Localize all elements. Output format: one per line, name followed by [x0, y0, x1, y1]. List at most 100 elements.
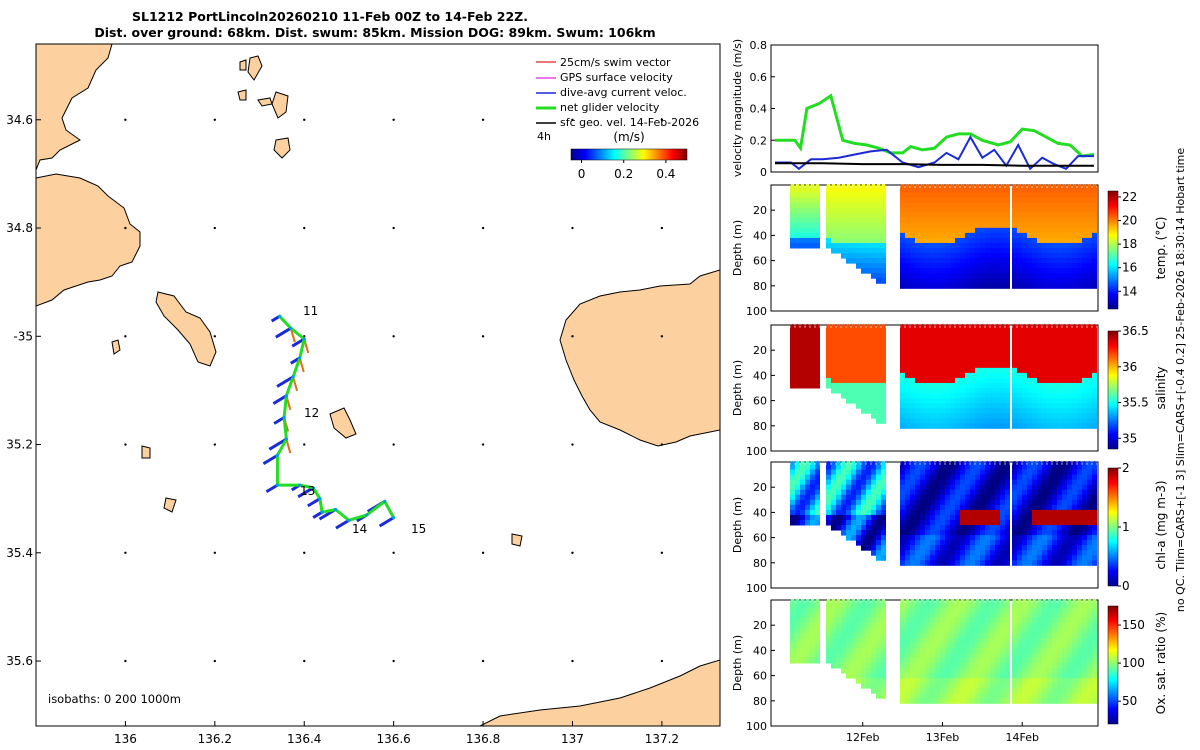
- section-cell: [1012, 413, 1017, 419]
- section-surface-dot: [1072, 461, 1077, 466]
- section-cell: [975, 602, 980, 609]
- section-cell: [1037, 393, 1042, 399]
- section-cell: [970, 258, 975, 264]
- section-cell: [800, 504, 805, 511]
- section-cell: [1092, 678, 1097, 684]
- section-cell: [935, 647, 940, 654]
- section-cell: [1077, 187, 1082, 194]
- section-cell: [826, 657, 831, 664]
- section-cell: [841, 192, 846, 199]
- section-cell: [975, 273, 980, 279]
- section-cell: [1082, 642, 1087, 649]
- section-cell: [866, 227, 871, 234]
- section-cell: [925, 352, 930, 359]
- section-cell: [831, 382, 836, 389]
- section-cell: [1057, 352, 1062, 359]
- section-cell: [1072, 362, 1077, 369]
- section-surface-dot: [1017, 184, 1022, 189]
- section-cell: [955, 237, 960, 244]
- velocity-y-tick-label: 0.4: [750, 103, 768, 116]
- section-cell: [851, 242, 856, 249]
- section-cell: [980, 278, 985, 284]
- section-cell: [940, 612, 945, 619]
- section-surface-dot: [990, 461, 995, 466]
- section-cell: [1077, 642, 1082, 649]
- section-cell: [1022, 327, 1027, 334]
- section-cell: [1087, 227, 1092, 234]
- section-cell: [1037, 202, 1042, 209]
- section-cell: [881, 197, 886, 204]
- section-surface-dot: [1057, 184, 1062, 189]
- section-cell: [975, 207, 980, 214]
- section-cell: [950, 525, 955, 531]
- section-cell: [965, 258, 970, 264]
- section-y-tick-label: 20: [753, 481, 767, 494]
- section-cell: [1042, 187, 1047, 194]
- section-cell: [960, 278, 965, 284]
- section-surface-dot: [945, 461, 950, 466]
- section-cell: [876, 663, 881, 669]
- section-cell: [995, 545, 1000, 551]
- section-cell: [990, 382, 995, 389]
- section-cell: [1082, 693, 1087, 699]
- section-cell: [790, 607, 795, 614]
- section-cell: [815, 612, 820, 619]
- section-cell: [1022, 519, 1027, 526]
- section-cell: [1087, 222, 1092, 229]
- section-cell: [1062, 187, 1067, 194]
- section-cell: [1012, 398, 1017, 404]
- section-cell: [940, 222, 945, 229]
- section-colorbar-tick-label: 100: [1122, 656, 1145, 670]
- section-cell: [1057, 617, 1062, 624]
- section-cell: [985, 683, 990, 689]
- section-cell: [836, 514, 841, 521]
- section-cell: [940, 668, 945, 674]
- section-cell: [1042, 337, 1047, 344]
- section-cell: [1052, 673, 1057, 679]
- section-cell: [920, 248, 925, 254]
- section-cell: [1082, 489, 1087, 496]
- section-cell: [1022, 263, 1027, 269]
- section-cell: [1012, 663, 1017, 669]
- section-cell: [945, 540, 950, 546]
- section-cell: [805, 479, 810, 486]
- section-cell: [836, 382, 841, 389]
- section-cell: [925, 388, 930, 394]
- section-cell: [940, 327, 945, 334]
- land-kangaroo-island: [479, 659, 720, 726]
- section-cell: [861, 612, 866, 619]
- section-cell: [960, 337, 965, 344]
- section-cell: [980, 678, 985, 684]
- section-cell: [1077, 535, 1082, 541]
- section-cell: [1022, 632, 1027, 639]
- section-cell: [871, 602, 876, 609]
- section-cell: [800, 347, 805, 354]
- section-cell: [950, 347, 955, 354]
- section-cell: [1022, 242, 1027, 249]
- section-cell: [846, 212, 851, 219]
- section-cell: [871, 663, 876, 669]
- section-cell: [1000, 212, 1005, 219]
- section-cell: [985, 540, 990, 546]
- section-cell: [975, 403, 980, 409]
- section-cell: [905, 632, 910, 639]
- section-cell: [980, 550, 985, 556]
- section-cell: [995, 382, 1000, 389]
- section-cell: [1077, 514, 1082, 521]
- section-cell: [1077, 499, 1082, 506]
- grid-dot: [392, 443, 395, 446]
- section-cell: [905, 413, 910, 419]
- section-cell: [915, 377, 920, 384]
- section-cell: [876, 342, 881, 349]
- section-cell: [1062, 222, 1067, 229]
- section-cell: [960, 555, 965, 561]
- section-cell: [910, 232, 915, 239]
- section-cell: [935, 192, 940, 199]
- section-surface-dot: [965, 461, 970, 466]
- section-cell: [965, 418, 970, 424]
- section-cell: [881, 372, 886, 379]
- section-cell: [836, 347, 841, 354]
- section-cell: [790, 367, 795, 374]
- section-cell: [1062, 514, 1067, 521]
